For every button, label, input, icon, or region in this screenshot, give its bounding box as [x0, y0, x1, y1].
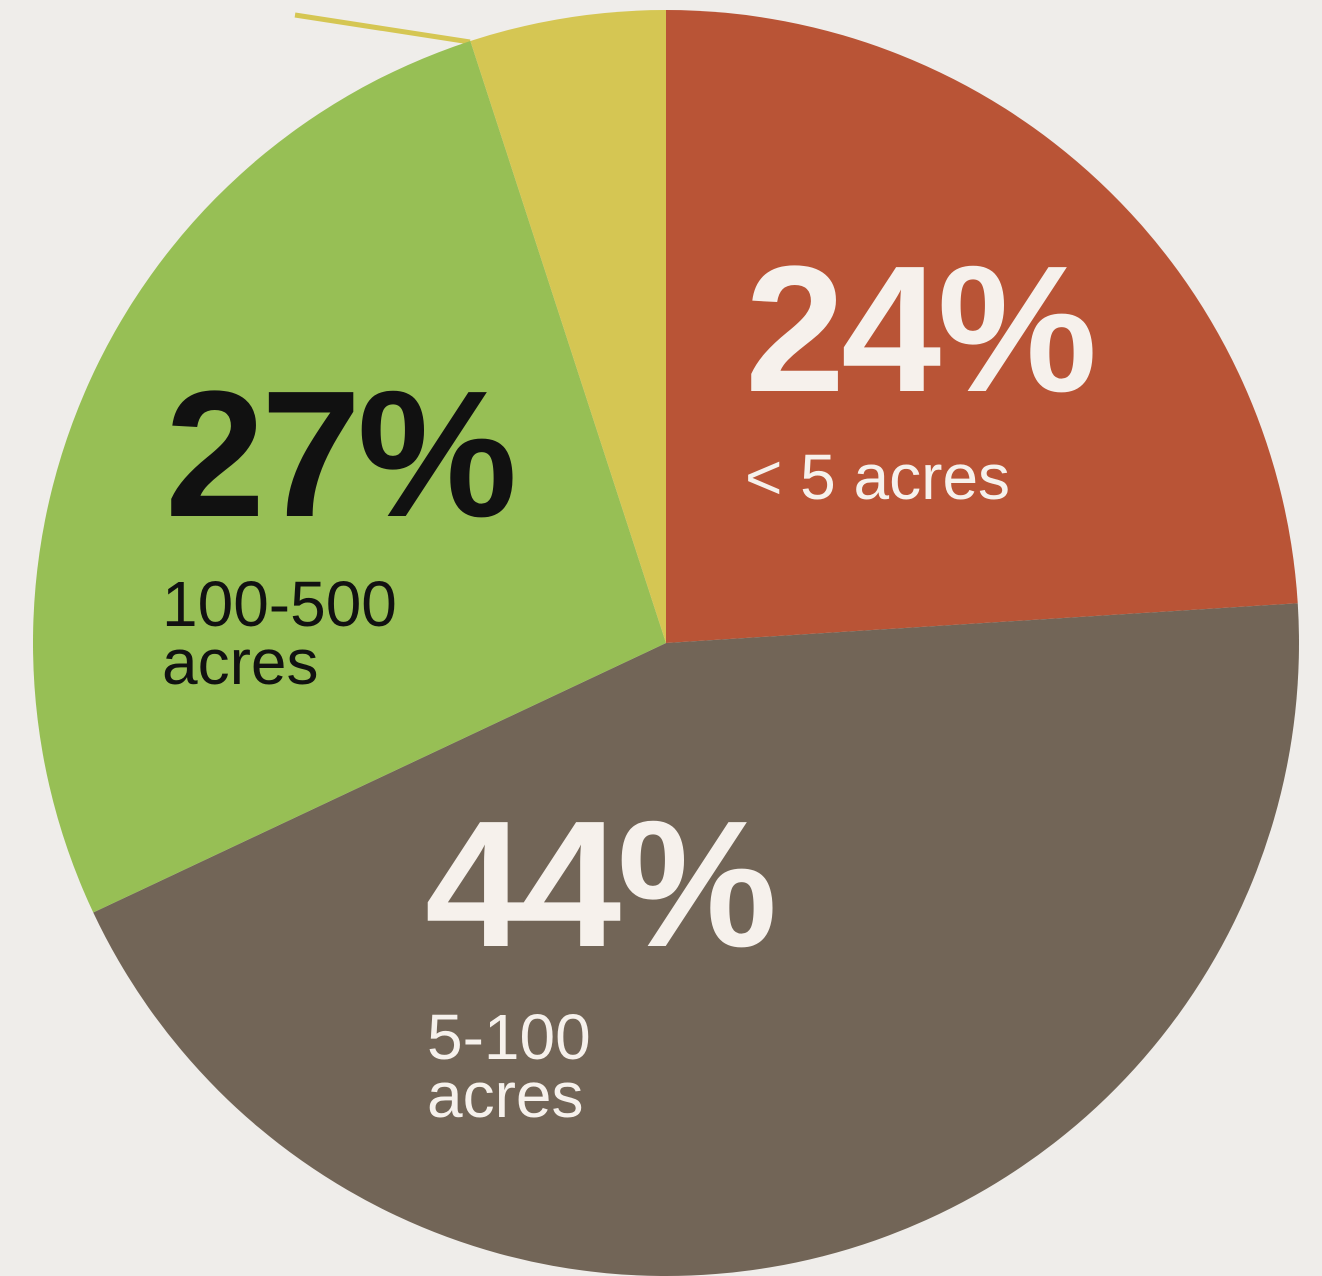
category-label: 5-100 acres	[427, 1001, 591, 1131]
value-label: 44%	[425, 784, 777, 985]
value-label: 24%	[745, 229, 1097, 430]
pie-slice	[666, 10, 1298, 643]
category-label: < 5 acres	[745, 441, 1011, 513]
pie-slice	[93, 603, 1300, 1276]
pie-slice	[470, 10, 666, 643]
pie-slice	[33, 40, 667, 913]
value-label: 27%	[165, 354, 517, 555]
category-label: 100-500 acres	[162, 568, 397, 698]
leader-line	[294, 12, 471, 45]
